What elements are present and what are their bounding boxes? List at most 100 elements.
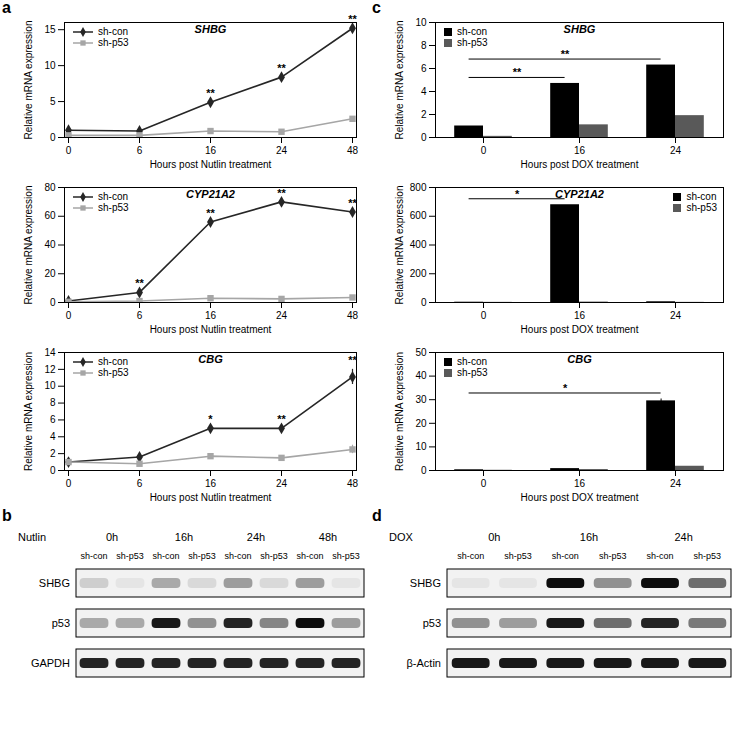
svg-text:CYP21A2: CYP21A2 bbox=[186, 188, 235, 200]
svg-text:Hours post DOX treatment: Hours post DOX treatment bbox=[521, 492, 639, 503]
svg-text:β-Actin: β-Actin bbox=[407, 657, 441, 669]
svg-text:*: * bbox=[563, 382, 568, 394]
svg-text:48: 48 bbox=[347, 145, 359, 156]
svg-text:*: * bbox=[515, 188, 520, 200]
svg-text:0: 0 bbox=[481, 478, 487, 489]
svg-text:16: 16 bbox=[205, 478, 217, 489]
svg-text:0h: 0h bbox=[488, 531, 500, 543]
svg-text:30: 30 bbox=[415, 394, 427, 405]
svg-text:24h: 24h bbox=[247, 531, 265, 543]
svg-text:sh-p53: sh-p53 bbox=[332, 551, 360, 561]
svg-text:8: 8 bbox=[50, 397, 56, 408]
svg-text:4: 4 bbox=[50, 431, 56, 442]
svg-text:**: ** bbox=[561, 48, 570, 60]
svg-text:6: 6 bbox=[137, 310, 143, 321]
svg-text:24: 24 bbox=[276, 310, 288, 321]
svg-text:24h: 24h bbox=[674, 531, 692, 543]
svg-text:sh-con: sh-con bbox=[457, 551, 484, 561]
svg-text:**: ** bbox=[206, 87, 215, 99]
svg-text:Hours post DOX treatment: Hours post DOX treatment bbox=[521, 324, 639, 335]
svg-text:Relative mRNA expression: Relative mRNA expression bbox=[394, 21, 405, 140]
svg-text:**: ** bbox=[277, 62, 286, 74]
svg-text:6: 6 bbox=[137, 478, 143, 489]
svg-text:600: 600 bbox=[410, 210, 427, 221]
svg-text:6: 6 bbox=[137, 145, 143, 156]
svg-text:sh-p53: sh-p53 bbox=[599, 551, 627, 561]
svg-text:800: 800 bbox=[410, 182, 427, 193]
svg-text:Relative mRNA expression: Relative mRNA expression bbox=[394, 352, 405, 471]
svg-text:sh-p53: sh-p53 bbox=[188, 551, 216, 561]
svg-text:16h: 16h bbox=[175, 531, 193, 543]
svg-text:0: 0 bbox=[481, 310, 487, 321]
svg-text:Hours post DOX treatment: Hours post DOX treatment bbox=[521, 159, 639, 170]
svg-text:12: 12 bbox=[44, 364, 56, 375]
svg-text:Relative mRNA expression: Relative mRNA expression bbox=[23, 21, 34, 140]
svg-text:sh-con: sh-con bbox=[80, 551, 107, 561]
svg-text:GAPDH: GAPDH bbox=[31, 657, 70, 669]
svg-text:Hours post Nutlin treatment: Hours post Nutlin treatment bbox=[150, 324, 272, 335]
svg-text:sh-con: sh-con bbox=[552, 551, 579, 561]
svg-text:Relative mRNA expression: Relative mRNA expression bbox=[23, 186, 34, 305]
svg-text:48: 48 bbox=[347, 478, 359, 489]
svg-text:60: 60 bbox=[44, 210, 56, 221]
svg-text:SHBG: SHBG bbox=[195, 23, 227, 35]
svg-text:48h: 48h bbox=[319, 531, 337, 543]
svg-text:sh-p53: sh-p53 bbox=[116, 551, 144, 561]
svg-text:40: 40 bbox=[415, 370, 427, 381]
svg-text:DOX: DOX bbox=[389, 531, 414, 543]
svg-text:SHBG: SHBG bbox=[564, 23, 596, 35]
svg-text:**: ** bbox=[277, 187, 286, 199]
svg-text:0: 0 bbox=[421, 132, 427, 143]
svg-text:5: 5 bbox=[50, 96, 56, 107]
svg-text:50: 50 bbox=[415, 347, 427, 358]
svg-text:Hours post Nutlin treatment: Hours post Nutlin treatment bbox=[150, 492, 272, 503]
svg-text:sh-con: sh-con bbox=[646, 551, 673, 561]
svg-text:**: ** bbox=[277, 413, 286, 425]
svg-text:0: 0 bbox=[421, 465, 427, 476]
svg-text:Hours post Nutlin treatment: Hours post Nutlin treatment bbox=[150, 159, 272, 170]
svg-text:sh-con: sh-con bbox=[152, 551, 179, 561]
svg-text:0h: 0h bbox=[106, 531, 118, 543]
svg-text:0: 0 bbox=[50, 297, 56, 308]
svg-text:0: 0 bbox=[50, 465, 56, 476]
svg-text:sh-p53: sh-p53 bbox=[504, 551, 532, 561]
svg-text:2: 2 bbox=[50, 448, 56, 459]
svg-text:24: 24 bbox=[670, 145, 682, 156]
svg-text:16: 16 bbox=[205, 145, 217, 156]
svg-text:20: 20 bbox=[415, 418, 427, 429]
svg-text:400: 400 bbox=[410, 239, 427, 250]
svg-text:24: 24 bbox=[276, 145, 288, 156]
svg-text:SHBG: SHBG bbox=[39, 577, 70, 589]
svg-text:8: 8 bbox=[421, 40, 427, 51]
svg-text:16: 16 bbox=[574, 145, 586, 156]
svg-text:p53: p53 bbox=[52, 617, 70, 629]
svg-text:15: 15 bbox=[44, 24, 56, 35]
svg-text:sh-p53: sh-p53 bbox=[260, 551, 288, 561]
svg-text:24: 24 bbox=[276, 478, 288, 489]
svg-text:20: 20 bbox=[44, 268, 56, 279]
svg-text:0: 0 bbox=[66, 145, 72, 156]
svg-text:**: ** bbox=[135, 277, 144, 289]
svg-text:200: 200 bbox=[410, 268, 427, 279]
svg-text:CYP21A2: CYP21A2 bbox=[555, 188, 604, 200]
svg-text:0: 0 bbox=[50, 132, 56, 143]
svg-text:16: 16 bbox=[574, 310, 586, 321]
svg-text:sh-con: sh-con bbox=[296, 551, 323, 561]
svg-text:Relative mRNA expression: Relative mRNA expression bbox=[23, 352, 34, 471]
svg-text:p53: p53 bbox=[423, 617, 441, 629]
svg-text:sh-con: sh-con bbox=[224, 551, 251, 561]
svg-text:Relative mRNA expression: Relative mRNA expression bbox=[394, 186, 405, 305]
svg-text:Nutlin: Nutlin bbox=[18, 531, 46, 543]
svg-text:10: 10 bbox=[415, 17, 427, 28]
svg-text:CBG: CBG bbox=[198, 353, 223, 365]
svg-text:0: 0 bbox=[421, 297, 427, 308]
svg-text:16: 16 bbox=[205, 310, 217, 321]
svg-text:48: 48 bbox=[347, 310, 359, 321]
svg-text:14: 14 bbox=[44, 347, 56, 358]
svg-text:**: ** bbox=[513, 66, 522, 78]
svg-text:16: 16 bbox=[574, 478, 586, 489]
svg-text:**: ** bbox=[206, 207, 215, 219]
svg-text:10: 10 bbox=[415, 441, 427, 452]
svg-text:6: 6 bbox=[421, 63, 427, 74]
svg-text:0: 0 bbox=[66, 478, 72, 489]
